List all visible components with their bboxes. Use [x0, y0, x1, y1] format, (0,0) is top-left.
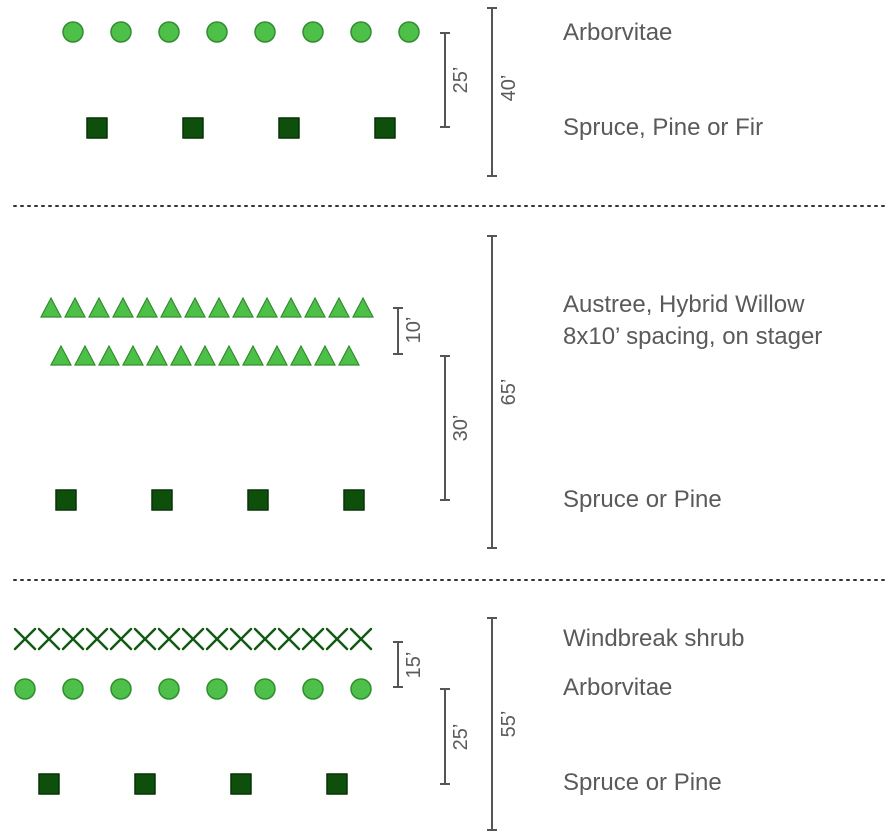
willow-icon: [290, 344, 312, 366]
willow-icon: [352, 296, 374, 318]
willow-icon: [74, 344, 96, 366]
shrub-icon: [181, 627, 205, 651]
willow-icon: [280, 296, 302, 318]
willow-icon: [170, 344, 192, 366]
shrub-icon: [37, 627, 61, 651]
willow-icon: [146, 344, 168, 366]
row-label-austree-willow: Austree, Hybrid Willow: [563, 291, 805, 318]
spruce-icon: [86, 117, 108, 139]
arborvitae-icon: [14, 678, 36, 700]
shrub-icon: [61, 627, 85, 651]
spruce-icon: [38, 773, 60, 795]
shrub-icon: [325, 627, 349, 651]
dimension-label-inner: 25’: [450, 66, 472, 94]
dimension-label-outer: 55’: [498, 710, 520, 738]
shrub-icon: [13, 627, 37, 651]
spruce-icon: [374, 117, 396, 139]
dimension-bracket-inner: [440, 32, 450, 128]
dimension-bracket-inner: [440, 688, 450, 785]
willow-icon: [218, 344, 240, 366]
arborvitae-icon: [350, 678, 372, 700]
arborvitae-icon: [254, 21, 276, 43]
shrub-icon: [277, 627, 301, 651]
willow-icon: [64, 296, 86, 318]
shrub-icon: [349, 627, 373, 651]
row-label-spruce-pine-fir: Spruce, Pine or Fir: [563, 114, 764, 141]
arborvitae-icon: [158, 678, 180, 700]
willow-icon: [88, 296, 110, 318]
willow-icon: [328, 296, 350, 318]
row-label-arborvitae: Arborvitae: [563, 19, 673, 46]
willow-icon: [160, 296, 182, 318]
arborvitae-icon: [206, 678, 228, 700]
dimension-label-inner: 25’: [450, 723, 472, 751]
spruce-icon: [230, 773, 252, 795]
dimension-bracket-outer: [487, 235, 497, 549]
row-label-arborvitae: Arborvitae: [563, 674, 673, 701]
arborvitae-icon: [206, 21, 228, 43]
arborvitae-icon: [158, 21, 180, 43]
arborvitae-icon: [398, 21, 420, 43]
dimension-bracket-outer: [487, 617, 497, 831]
spruce-icon: [151, 489, 173, 511]
tree-rows: [13, 21, 420, 795]
row-label-spacing-note: 8x10’ spacing, on stager: [563, 323, 823, 350]
willow-icon: [266, 344, 288, 366]
dimension-bracket-small: [393, 641, 403, 688]
dimension-label-small: 10’: [403, 316, 425, 344]
arborvitae-icon: [62, 21, 84, 43]
row-label-spruce-pine: Spruce or Pine: [563, 486, 722, 513]
arborvitae-icon: [302, 21, 324, 43]
shrub-icon: [253, 627, 277, 651]
shrub-icon: [157, 627, 181, 651]
row-label-spruce-pine: Spruce or Pine: [563, 769, 722, 796]
willow-icon: [338, 344, 360, 366]
willow-icon: [122, 344, 144, 366]
spruce-icon: [278, 117, 300, 139]
spruce-icon: [182, 117, 204, 139]
willow-icon: [232, 296, 254, 318]
willow-icon: [184, 296, 206, 318]
shrub-icon: [205, 627, 229, 651]
shrub-icon: [229, 627, 253, 651]
arborvitae-icon: [110, 21, 132, 43]
willow-icon: [208, 296, 230, 318]
spruce-icon: [343, 489, 365, 511]
willow-icon: [40, 296, 62, 318]
shrub-icon: [301, 627, 325, 651]
row-label-windbreak-shrub: Windbreak shrub: [563, 625, 745, 652]
spruce-icon: [326, 773, 348, 795]
willow-icon: [242, 344, 264, 366]
willow-icon: [50, 344, 72, 366]
willow-icon: [256, 296, 278, 318]
willow-icon: [136, 296, 158, 318]
spruce-icon: [247, 489, 269, 511]
dimension-bracket-inner: [440, 355, 450, 501]
shrub-icon: [85, 627, 109, 651]
dimension-label-outer: 40’: [498, 74, 520, 102]
willow-icon: [304, 296, 326, 318]
dimension-label-small: 15’: [403, 651, 425, 679]
spruce-icon: [55, 489, 77, 511]
spruce-icon: [134, 773, 156, 795]
arborvitae-icon: [254, 678, 276, 700]
willow-icon: [98, 344, 120, 366]
shrub-icon: [109, 627, 133, 651]
dimension-label-outer: 65’: [498, 378, 520, 406]
arborvitae-icon: [62, 678, 84, 700]
arborvitae-icon: [302, 678, 324, 700]
dimension-label-inner: 30’: [450, 414, 472, 442]
willow-icon: [194, 344, 216, 366]
dimension-bracket-small: [393, 307, 403, 355]
willow-icon: [314, 344, 336, 366]
arborvitae-icon: [110, 678, 132, 700]
shrub-icon: [133, 627, 157, 651]
dimension-bracket-outer: [487, 7, 497, 177]
willow-icon: [112, 296, 134, 318]
arborvitae-icon: [350, 21, 372, 43]
